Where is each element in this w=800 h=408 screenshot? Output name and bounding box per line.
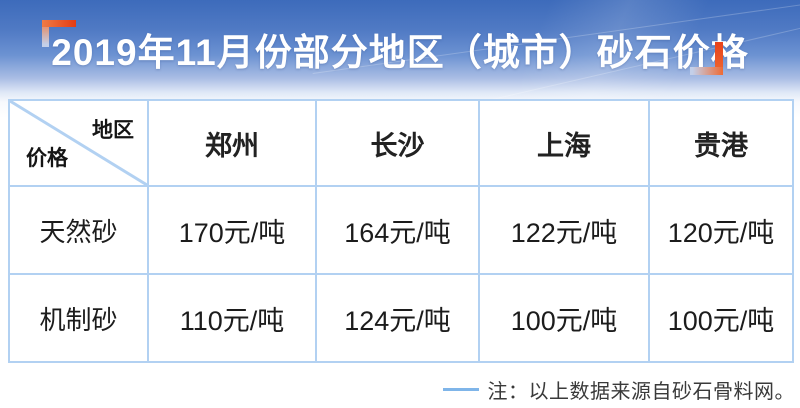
column-header-shanghai: 上海 xyxy=(478,99,650,187)
corner-header-cell: 地区 价格 xyxy=(8,99,149,187)
price-cell: 100元/吨 xyxy=(478,273,650,363)
source-note: 注：以上数据来源自砂石骨料网。 xyxy=(442,375,796,404)
bracket-horizontal-bar xyxy=(690,67,723,75)
bracket-horizontal-bar xyxy=(42,20,76,27)
price-cell: 164元/吨 xyxy=(315,185,480,275)
page-title: 2019年11月份部分地区（城市）砂石价格 xyxy=(51,32,749,73)
table-header-row: 地区 价格 郑州 长沙 上海 贵港 xyxy=(8,99,794,187)
note-dash-decoration xyxy=(442,388,479,391)
bracket-vertical-bar xyxy=(42,20,49,47)
table-row-natural-sand: 天然砂 170元/吨 164元/吨 122元/吨 120元/吨 xyxy=(8,185,794,275)
row-label-machine-made-sand: 机制砂 xyxy=(8,273,149,363)
diagonal-divider-line xyxy=(10,101,147,185)
price-cell: 170元/吨 xyxy=(147,185,317,275)
price-cell: 110元/吨 xyxy=(147,273,317,363)
price-table: 地区 价格 郑州 长沙 上海 贵港 天然砂 170元/吨 164元/吨 122元… xyxy=(8,99,794,363)
price-cell: 100元/吨 xyxy=(648,273,794,363)
price-cell: 120元/吨 xyxy=(648,185,794,275)
table-row-machine-made-sand: 机制砂 110元/吨 124元/吨 100元/吨 100元/吨 xyxy=(8,273,794,363)
column-header-zhengzhou: 郑州 xyxy=(147,99,317,187)
price-cell: 124元/吨 xyxy=(315,273,480,363)
column-header-guigang: 贵港 xyxy=(648,99,794,187)
title-bracket-bottom-right xyxy=(690,42,723,75)
note-text: 注：以上数据来源自砂石骨料网。 xyxy=(487,381,795,403)
column-header-changsha: 长沙 xyxy=(315,99,480,187)
price-cell: 122元/吨 xyxy=(478,185,650,275)
bracket-vertical-bar xyxy=(715,42,723,75)
corner-label-region: 地区 xyxy=(92,119,134,142)
corner-label-price: 价格 xyxy=(26,147,68,170)
row-label-natural-sand: 天然砂 xyxy=(8,185,149,275)
title-bracket-top-left xyxy=(42,20,76,47)
